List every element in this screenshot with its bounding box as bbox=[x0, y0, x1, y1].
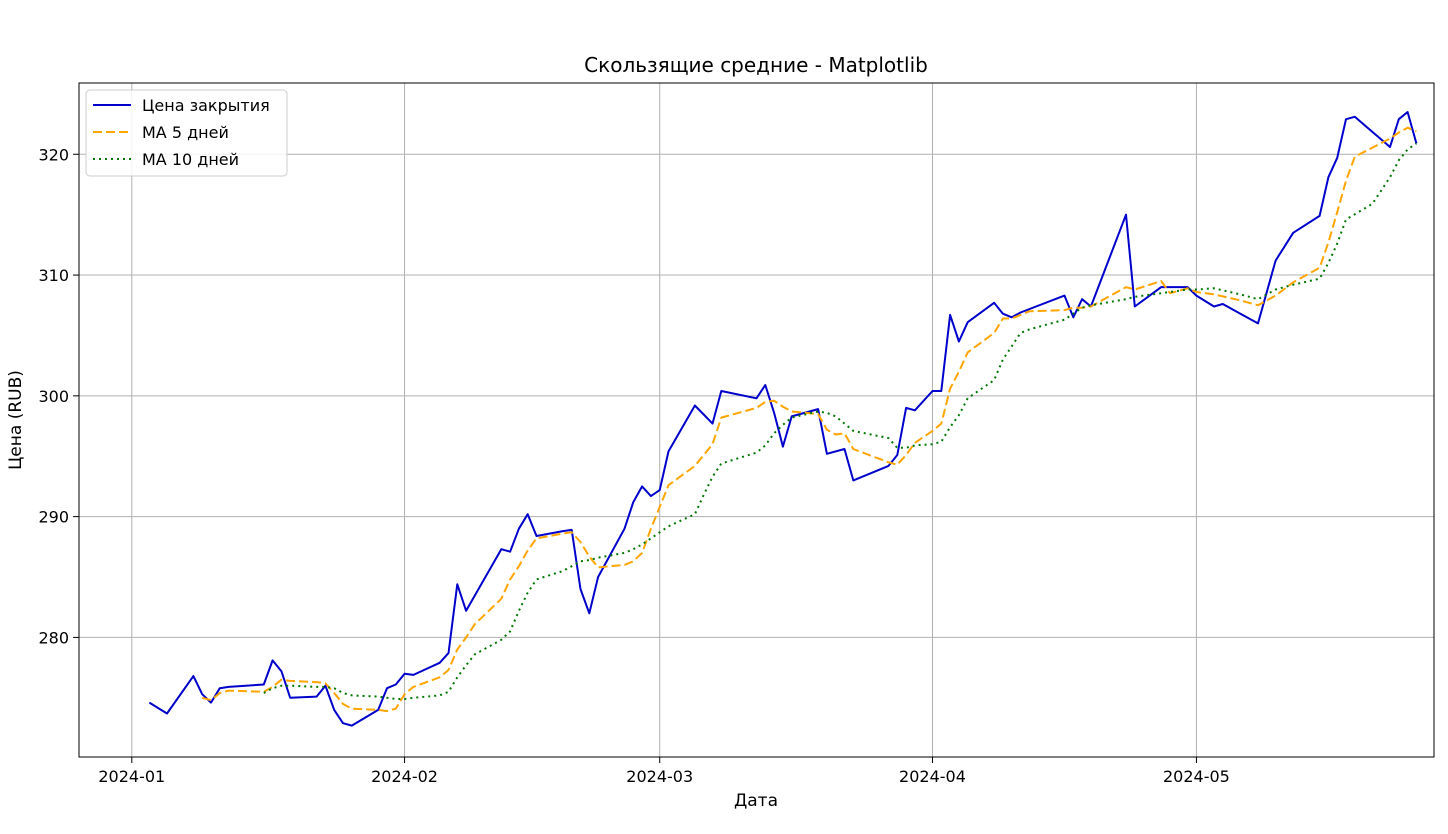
x-tick-label: 2024-01 bbox=[98, 767, 165, 786]
x-axis-label: Дата bbox=[734, 791, 778, 811]
y-axis-label: Цена (RUB) bbox=[6, 370, 26, 470]
x-tick-label: 2024-04 bbox=[899, 767, 966, 786]
chart-title: Скользящие средние - Matplotlib bbox=[584, 53, 928, 77]
plot-frame bbox=[78, 82, 1435, 758]
y-tick-label: 290 bbox=[38, 508, 69, 527]
legend: Цена закрытия MA 5 дней MA 10 дней bbox=[85, 89, 288, 177]
axis-ticks: 2024-01 2024-02 2024-03 2024-04 2024-05 280 29… bbox=[38, 145, 1229, 786]
y-tick-label: 300 bbox=[38, 387, 69, 406]
legend-label-2: MA 5 дней bbox=[142, 123, 229, 142]
series-line-2 bbox=[201, 126, 1417, 713]
y-tick-label: 320 bbox=[38, 145, 69, 164]
plot-series bbox=[148, 111, 1418, 727]
legend-label-1: Цена закрытия bbox=[142, 96, 270, 115]
legend-frame bbox=[85, 89, 288, 177]
series-line-3 bbox=[263, 142, 1417, 700]
x-tick-label: 2024-03 bbox=[626, 767, 693, 786]
grid bbox=[79, 83, 1434, 757]
legend-label-3: MA 10 дней bbox=[142, 150, 239, 169]
y-tick-label: 280 bbox=[38, 628, 69, 647]
y-tick-label: 310 bbox=[38, 266, 69, 285]
series-line-1 bbox=[148, 111, 1418, 727]
x-tick-label: 2024-05 bbox=[1163, 767, 1230, 786]
x-tick-label: 2024-02 bbox=[371, 767, 438, 786]
